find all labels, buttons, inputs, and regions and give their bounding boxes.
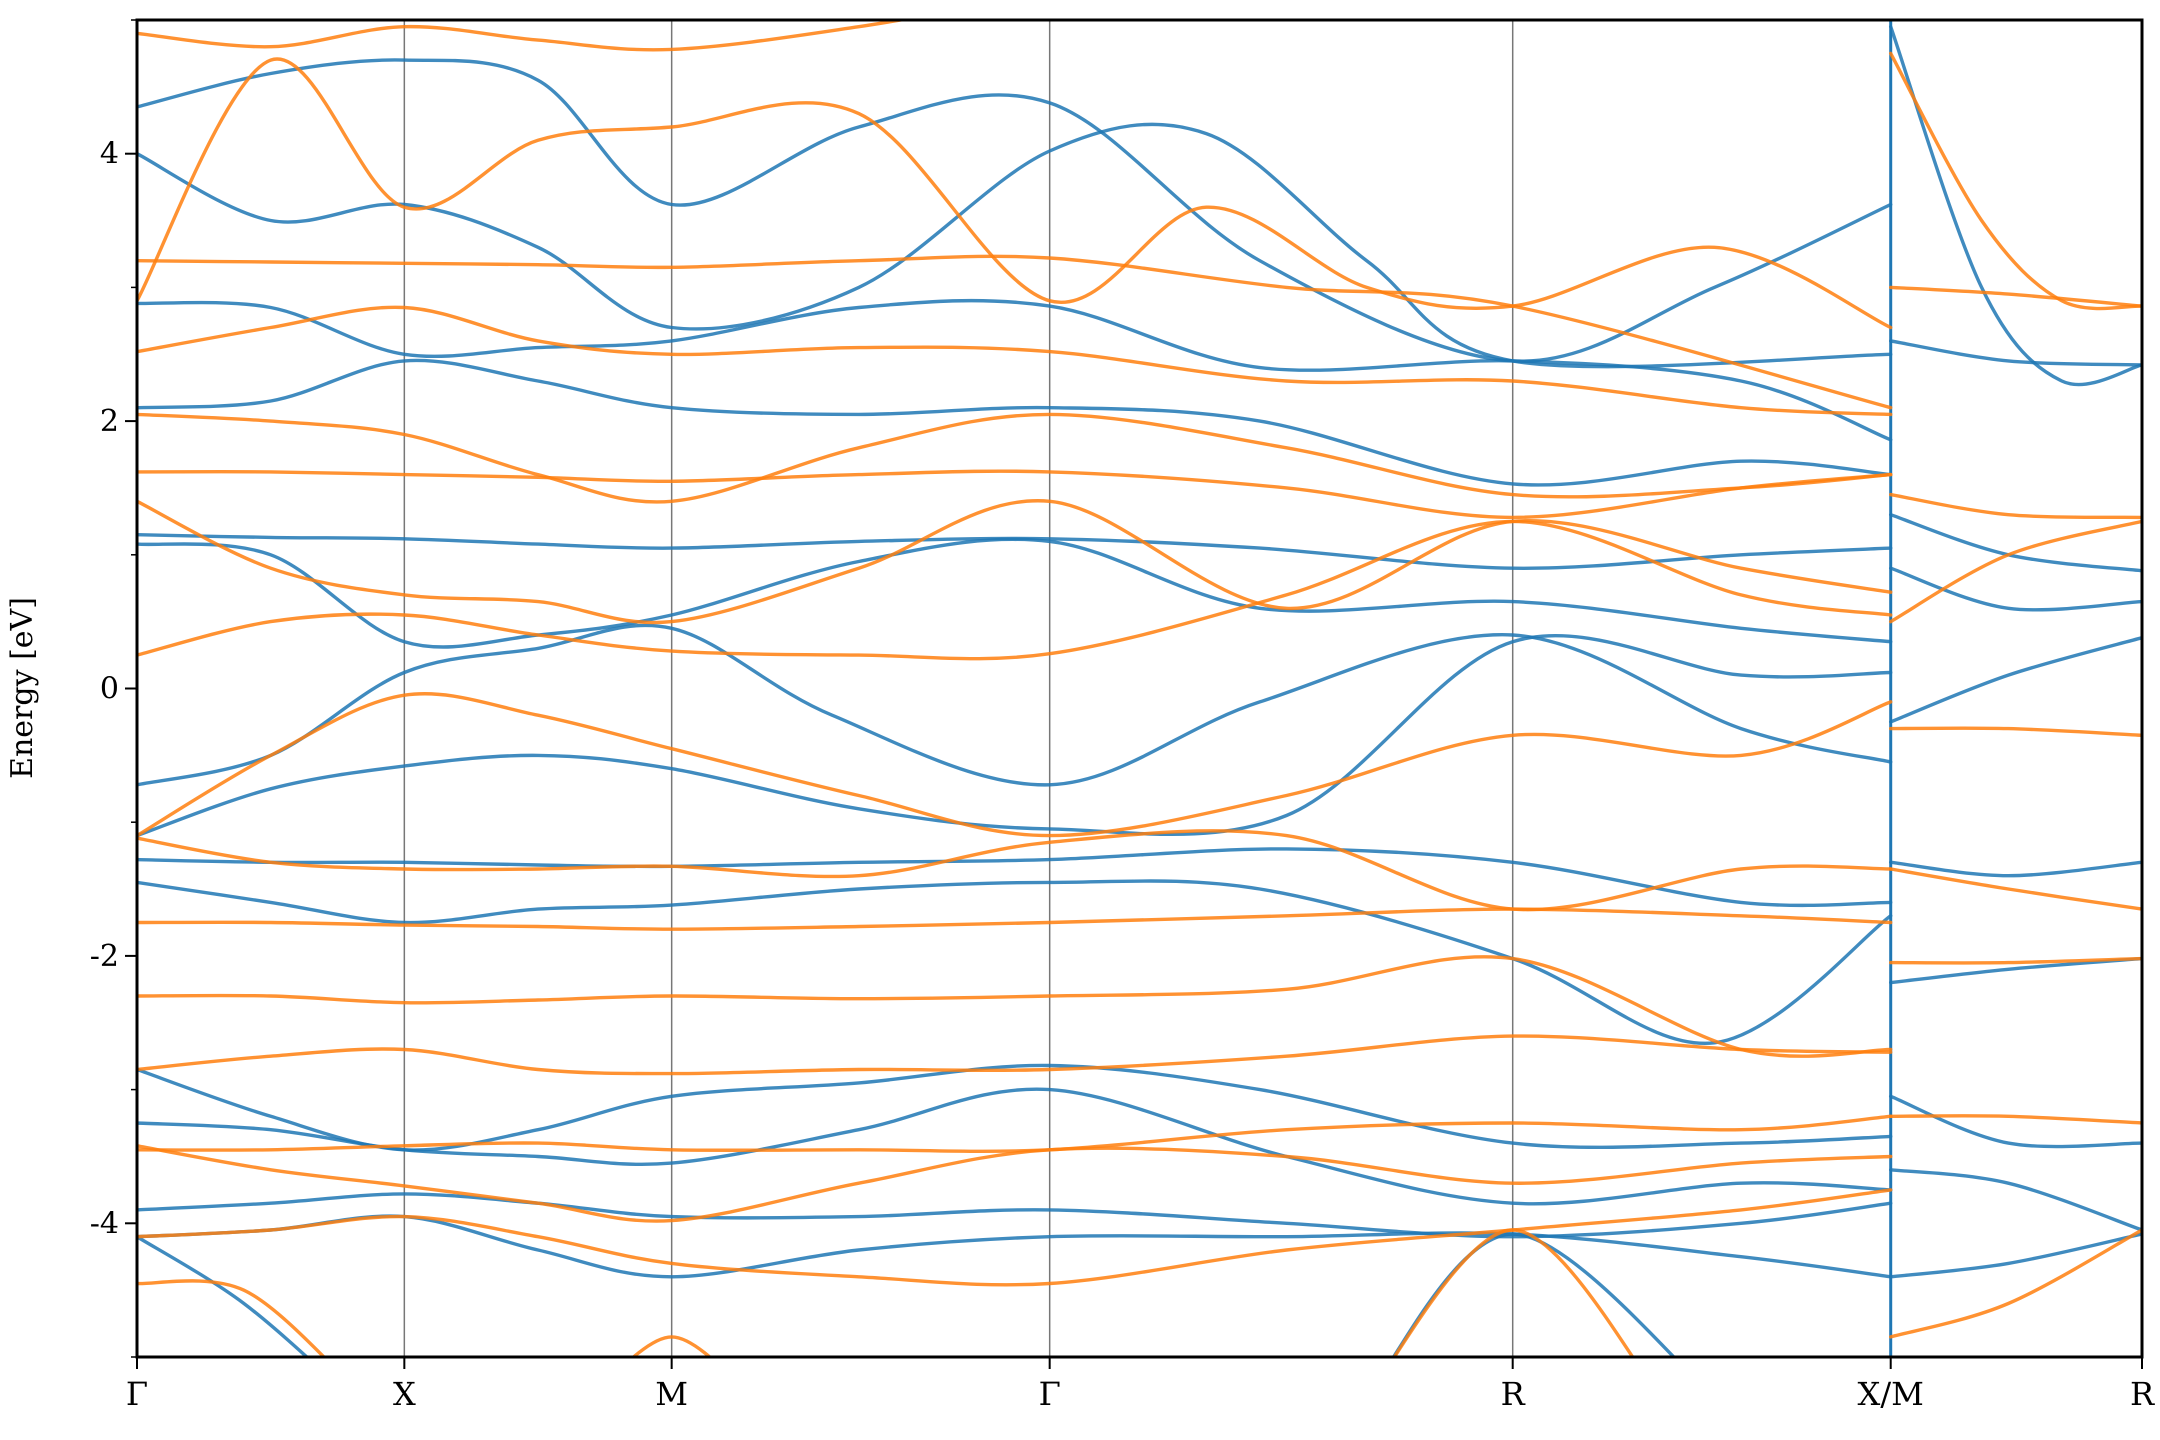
band-line-orange [137, 1144, 1893, 1223]
band-line-blue [137, 537, 1893, 649]
band-line-orange [137, 57, 1893, 330]
band-line-blue [137, 879, 1893, 1046]
x-tick-label: M [655, 1375, 688, 1413]
band-line-blue [137, 1192, 1893, 1239]
band-line-orange [137, 692, 1893, 838]
y-tick-label: -2 [90, 939, 119, 974]
kpoint-separator-lines [403, 20, 1893, 1357]
band-line-orange [137, 907, 1893, 931]
band-line-blue [137, 633, 1893, 838]
band-line-blue [137, 1063, 1893, 1152]
band-line-orange [137, 829, 1893, 912]
y-tick-label: 0 [100, 672, 119, 707]
band-line-orange [1889, 726, 2142, 737]
band-line-orange [137, 519, 1893, 661]
x-tick-label: Γ [1039, 1375, 1061, 1413]
band-line-orange [137, 412, 1893, 504]
plot-frame [135, 18, 2144, 1359]
band-line-blue [1889, 636, 2142, 724]
x-tick-label: X [393, 1375, 416, 1413]
band-lines [137, 20, 2142, 1357]
y-axis-ticks: 4 2 0 -2 -4 [90, 19, 137, 1358]
band-line-orange [137, 1279, 327, 1357]
y-tick-label: 4 [100, 137, 119, 172]
band-line-orange [137, 1188, 1893, 1287]
band-line-orange [1889, 867, 2142, 911]
x-axis-ticks: Γ X M Γ R X/M R [126, 1357, 2155, 1413]
x-tick-label: Γ [126, 1375, 148, 1413]
band-line-orange [137, 499, 1893, 625]
band-line-orange [1889, 492, 2142, 520]
band-line-orange [137, 305, 1893, 417]
band-line-orange [137, 1114, 1893, 1153]
band-line-blue [1889, 513, 2142, 573]
band-line-orange [1889, 1114, 2142, 1125]
band-line-blue [137, 623, 1893, 787]
y-axis-label: Energy [eV] [5, 597, 40, 779]
band-line-orange [137, 1034, 1893, 1076]
band-line-blue [1889, 1094, 2142, 1149]
band-line-orange [137, 955, 1893, 1058]
y-tick-label: 2 [100, 404, 119, 439]
band-line-orange [1889, 51, 2142, 311]
band-line-orange [1889, 285, 2142, 308]
band-line-blue [1889, 25, 2142, 387]
band-line-orange [137, 20, 911, 52]
band-line-blue [137, 358, 1893, 487]
x-tick-label: R [1501, 1375, 1526, 1413]
band-line-orange [1889, 956, 2142, 965]
band-line-orange [1889, 1228, 2142, 1339]
x-tick-label: X/M [1858, 1375, 1924, 1413]
band-line-blue [1391, 1232, 1677, 1357]
band-line-blue [137, 847, 1893, 908]
band-line-orange [137, 254, 1893, 410]
band-line-blue [1889, 860, 2142, 878]
band-line-blue [137, 533, 1893, 570]
y-tick-label: -4 [90, 1206, 119, 1241]
band-line-blue [1889, 1232, 2142, 1279]
band-line-orange [1889, 519, 2142, 624]
band-line-orange [137, 469, 1893, 520]
x-tick-label: R [2130, 1375, 2155, 1413]
band-line-blue [137, 1214, 1893, 1279]
band-line-orange [631, 1335, 713, 1357]
band-line-blue [1889, 566, 2142, 612]
band-line-blue [1889, 1168, 2142, 1232]
band-line-blue [137, 298, 1893, 442]
band-line-blue [1889, 339, 2142, 367]
band-line-blue [137, 58, 1893, 363]
band-line-blue [137, 1087, 1893, 1206]
band-line-blue [137, 1235, 310, 1357]
band-line-orange [1392, 1228, 1635, 1357]
